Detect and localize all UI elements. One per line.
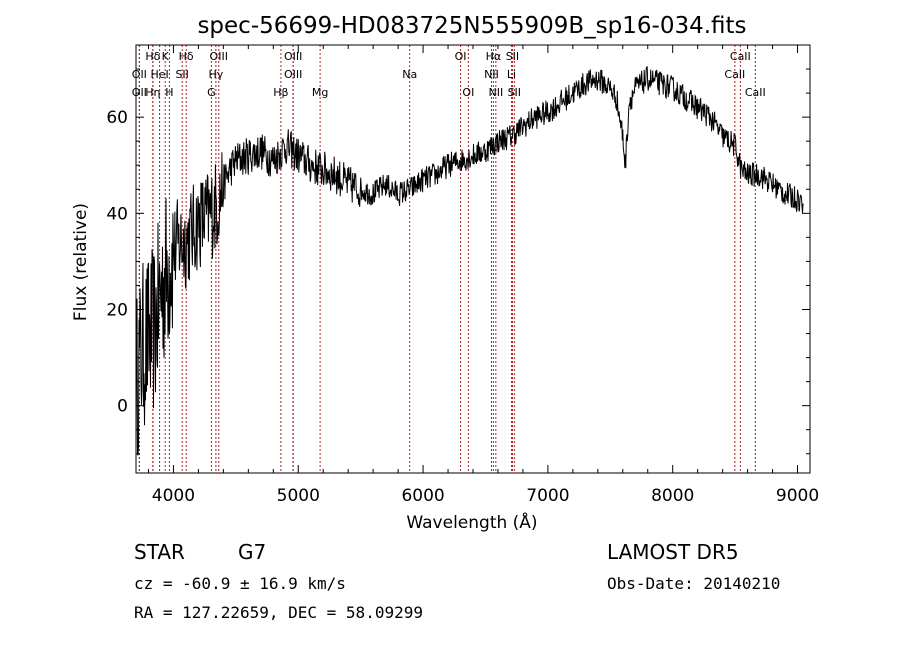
line-label: Hδ bbox=[179, 50, 194, 63]
line-label: OII bbox=[132, 68, 147, 81]
x-tick-label: 6000 bbox=[401, 486, 444, 506]
line-label: Hα bbox=[486, 50, 502, 63]
line-label: G bbox=[207, 86, 216, 99]
y-axis-label: Flux (relative) bbox=[71, 203, 91, 321]
line-label: OI bbox=[462, 86, 474, 99]
object-class: STAR bbox=[134, 540, 185, 564]
line-label: OIII bbox=[284, 50, 302, 63]
spectral-line-markers bbox=[138, 45, 756, 473]
line-label: K bbox=[162, 50, 170, 63]
line-label: SII bbox=[175, 68, 188, 81]
line-label: Li bbox=[507, 68, 516, 81]
line-label: Na bbox=[402, 68, 417, 81]
y-tick-label: 40 bbox=[106, 204, 128, 224]
redshift-cz: cz = -60.9 ± 16.9 km/s bbox=[134, 574, 346, 593]
x-tick-label: 5000 bbox=[277, 486, 320, 506]
y-tick-label: 60 bbox=[106, 108, 128, 128]
line-label: OIII bbox=[284, 68, 302, 81]
line-label: Hγ bbox=[208, 68, 223, 81]
y-axis: 0 20 40 60 bbox=[106, 68, 810, 455]
line-label: SII bbox=[508, 86, 521, 99]
x-axis: 4000 5000 6000 7000 8000 9000 bbox=[147, 45, 819, 506]
chart-title: spec-56699-HD083725N555909B_sp16-034.fit… bbox=[197, 13, 746, 39]
line-label: CaII bbox=[724, 68, 745, 81]
y-tick-label: 0 bbox=[117, 397, 128, 417]
line-label: HeI bbox=[150, 68, 168, 81]
object-subclass: G7 bbox=[238, 540, 267, 564]
line-label: CaII bbox=[730, 50, 751, 63]
survey-name: LAMOST DR5 bbox=[607, 540, 739, 564]
line-label: OIII bbox=[210, 50, 228, 63]
line-label: NII bbox=[488, 86, 503, 99]
line-label: CaII bbox=[745, 86, 766, 99]
line-label: SII bbox=[506, 50, 519, 63]
line-label: Hβ bbox=[273, 86, 288, 99]
line-label: Hη bbox=[145, 86, 160, 99]
line-label: OI bbox=[455, 50, 467, 63]
x-tick-label: 9000 bbox=[776, 486, 819, 506]
x-axis-label: Wavelength (Å) bbox=[406, 511, 537, 533]
line-label: Mg bbox=[312, 86, 328, 99]
x-tick-label: 4000 bbox=[152, 486, 195, 506]
line-label: NII bbox=[484, 68, 499, 81]
observation-date: Obs-Date: 20140210 bbox=[607, 574, 781, 593]
line-label: Hδ bbox=[145, 50, 160, 63]
x-tick-label: 7000 bbox=[526, 486, 569, 506]
y-tick-label: 20 bbox=[106, 300, 128, 320]
line-label: H bbox=[165, 86, 173, 99]
x-tick-label: 8000 bbox=[651, 486, 694, 506]
spectrum-line bbox=[135, 66, 804, 456]
ra-dec-coords: RA = 127.22659, DEC = 58.09299 bbox=[134, 603, 423, 622]
